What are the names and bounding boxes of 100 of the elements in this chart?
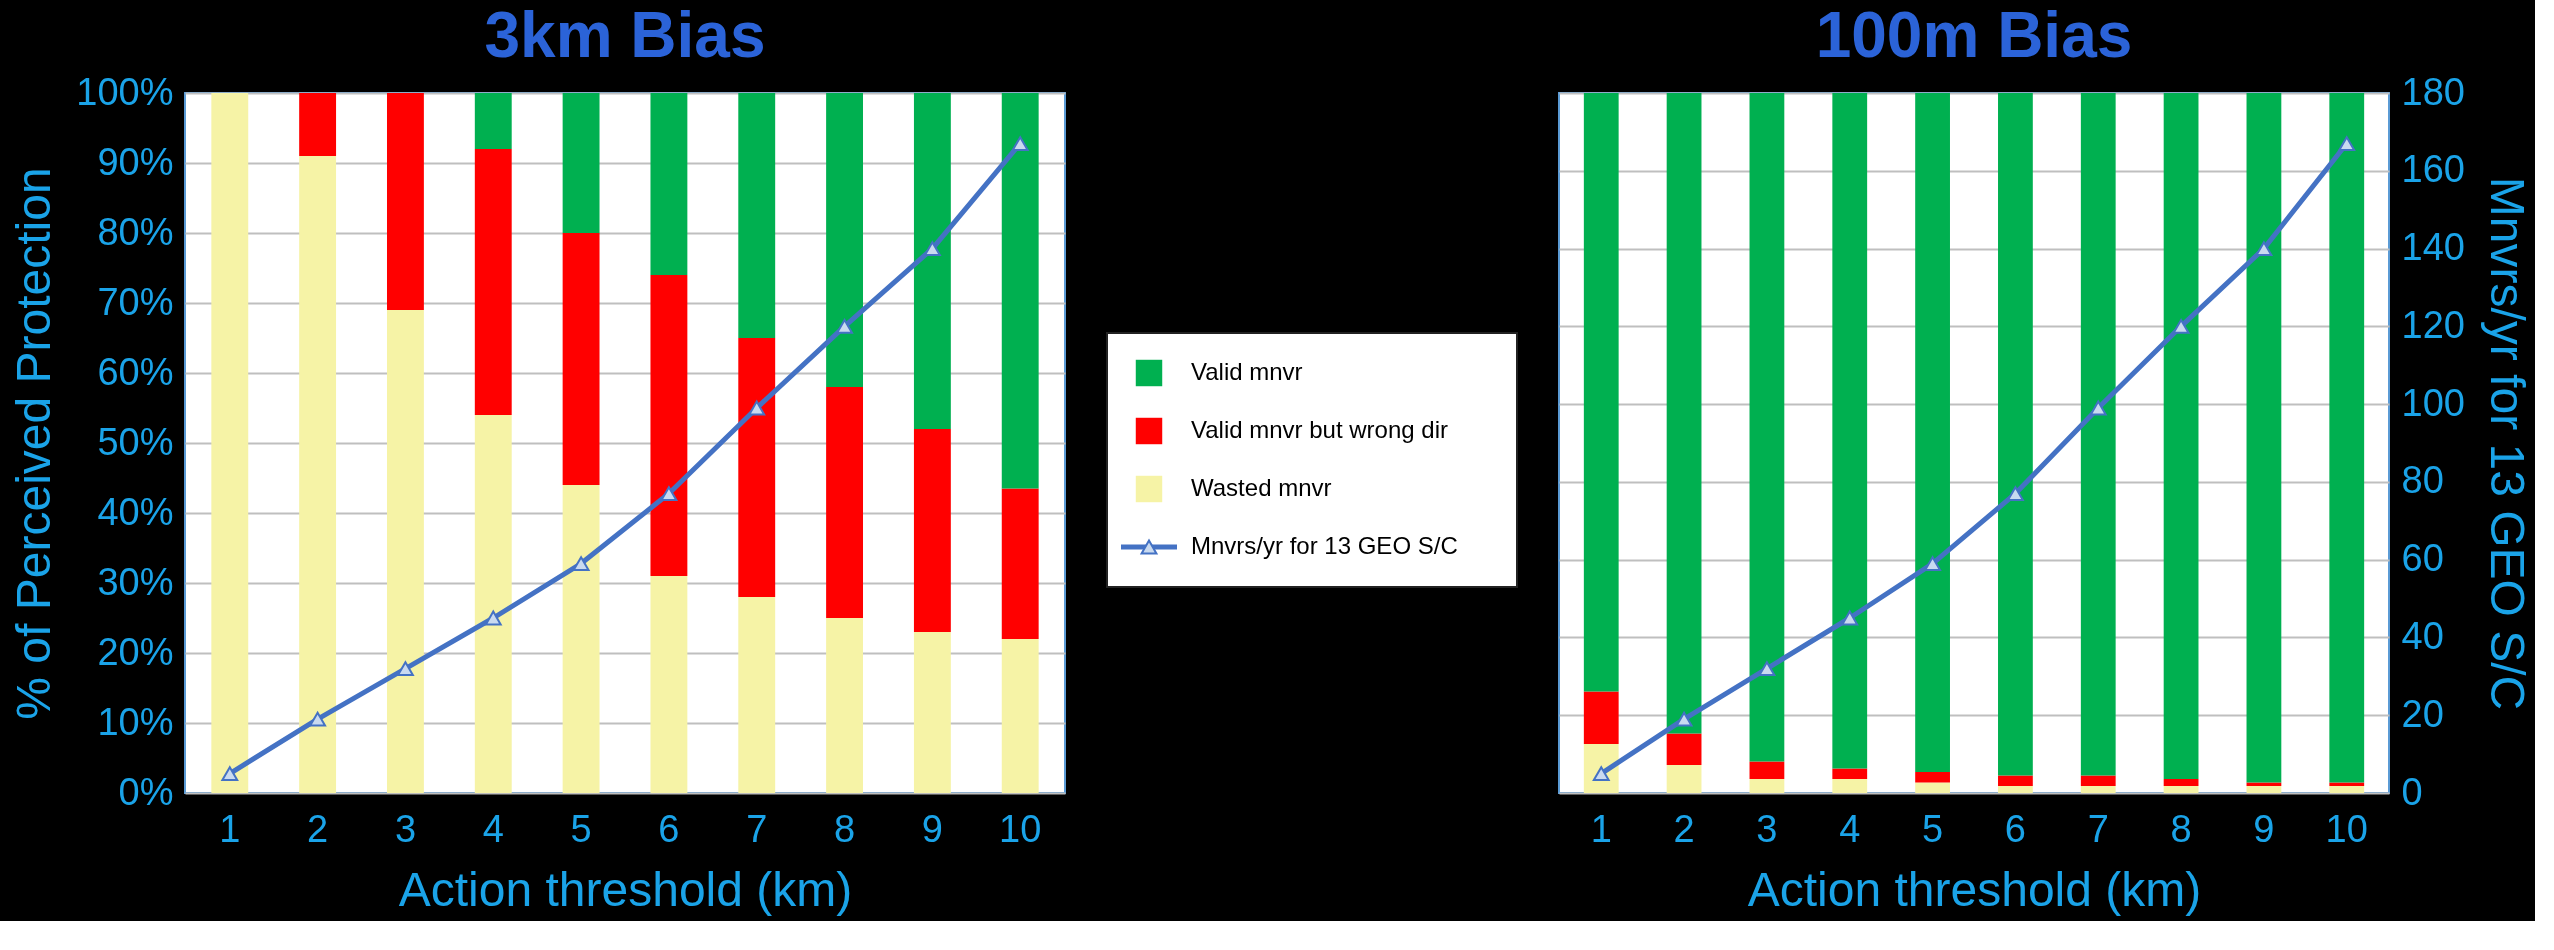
x-tick-label: 9	[921, 807, 943, 850]
y2-tick-label: 20	[2401, 692, 2444, 735]
y2-tick-label: 60	[2401, 537, 2444, 580]
bar	[1001, 488, 1039, 639]
bar	[474, 415, 512, 793]
bar	[650, 576, 688, 793]
bar	[387, 93, 424, 310]
x-tick-label: 2	[1673, 807, 1695, 850]
bar	[826, 387, 863, 618]
bar	[1749, 779, 1785, 793]
x-tick-label: 3	[394, 807, 417, 850]
bar	[1001, 93, 1039, 489]
x-tick-label: 4	[1839, 807, 1861, 850]
legend-label: Mnvrs/yr for 13 GEO S/C	[1191, 532, 1458, 559]
bar	[2080, 775, 2116, 786]
x-tick-label: 6	[2004, 807, 2026, 850]
bar	[1583, 93, 1619, 692]
point	[2089, 400, 2107, 416]
x-tick-label: 5	[1922, 807, 1944, 850]
y2-tick-label: 0	[2401, 770, 2423, 813]
y-tick-label: 10%	[97, 700, 174, 743]
y-tick-label: 20%	[97, 630, 174, 673]
bar	[474, 93, 512, 149]
x-tick-label: 9	[2253, 807, 2275, 850]
x-axis-title: Action threshold (km)	[1747, 862, 2202, 916]
point	[660, 486, 678, 501]
bar	[826, 93, 863, 387]
x-tick-label: 8	[833, 807, 856, 850]
chart-title: 3km Bias	[484, 0, 766, 71]
bar	[2080, 93, 2116, 776]
bar	[826, 618, 863, 793]
y-axis-title: % of Perceived Protection	[7, 167, 61, 720]
x-tick-label: 7	[746, 807, 768, 850]
bar	[738, 93, 776, 338]
bar	[2246, 93, 2282, 783]
point	[2338, 136, 2356, 151]
bar	[1832, 93, 1868, 769]
point	[1011, 136, 1029, 151]
y2-tick-label: 180	[2401, 70, 2465, 113]
x-tick-label: 10	[999, 807, 1042, 850]
bar	[1998, 775, 2033, 786]
bar	[738, 597, 776, 793]
bar	[299, 93, 337, 156]
y-tick-label: 90%	[97, 140, 174, 183]
bar	[2329, 786, 2365, 793]
y2-tick-label: 140	[2401, 226, 2465, 269]
x-tick-label: 2	[307, 807, 329, 850]
x-tick-label: 6	[658, 807, 680, 850]
x-tick-label: 8	[2170, 807, 2192, 850]
y-tick-label: 0%	[118, 770, 174, 813]
bar	[2163, 93, 2199, 779]
bar	[1998, 786, 2033, 793]
x-tick-label: 1	[1590, 807, 1612, 850]
point	[923, 241, 941, 256]
bar	[2163, 779, 2199, 786]
bar	[562, 233, 600, 485]
x-axis-title: Action threshold (km)	[398, 862, 853, 916]
point	[2172, 318, 2190, 334]
point	[2007, 486, 2024, 501]
y-tick-label: 60%	[97, 350, 174, 393]
y2-axis-title: Mnvrs/yr for 13 GEO S/C	[2480, 176, 2534, 711]
bar	[474, 149, 512, 415]
bar	[562, 93, 600, 233]
bar	[387, 310, 424, 793]
bar	[211, 93, 249, 793]
bar	[1666, 765, 1702, 793]
chart-title: 100m Bias	[1815, 0, 2133, 71]
point	[221, 766, 239, 781]
bar	[1666, 93, 1702, 734]
bar	[650, 275, 688, 576]
bar	[1915, 782, 1950, 793]
point	[1841, 610, 1859, 626]
bar	[562, 485, 600, 793]
point	[1758, 661, 1776, 676]
bar	[1749, 761, 1785, 779]
x-tick-label: 4	[482, 807, 504, 850]
y-tick-label: 80%	[97, 210, 174, 253]
x-tick-label: 3	[1756, 807, 1778, 850]
bar	[1001, 639, 1039, 793]
point	[836, 318, 853, 334]
bar	[1832, 779, 1868, 793]
bar	[1915, 93, 1950, 772]
bar	[738, 338, 776, 597]
y-tick-label: 40%	[97, 490, 174, 533]
point	[309, 711, 327, 727]
bar	[2329, 93, 2365, 783]
bar	[1749, 93, 1785, 762]
x-tick-label: 7	[2087, 807, 2109, 850]
bar	[2080, 786, 2116, 793]
bar	[1998, 93, 2033, 776]
bar	[1583, 691, 1619, 744]
x-tick-label: 5	[570, 807, 592, 850]
bar	[913, 632, 951, 793]
bar	[299, 156, 337, 793]
point	[2255, 241, 2273, 256]
y-tick-label: 50%	[97, 420, 174, 463]
y-tick-label: 30%	[97, 560, 174, 603]
y2-tick-label: 40	[2401, 614, 2444, 657]
bar	[913, 429, 951, 632]
legend-label: Valid mnvr but wrong dir	[1191, 416, 1448, 443]
